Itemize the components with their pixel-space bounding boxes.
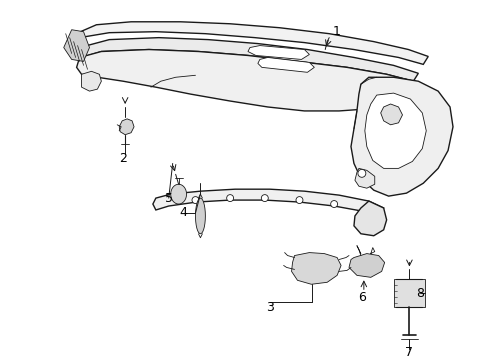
Polygon shape [195,198,205,234]
Circle shape [295,197,303,203]
Polygon shape [153,189,383,216]
Polygon shape [291,253,340,284]
Polygon shape [257,58,314,72]
Text: 4: 4 [179,206,187,220]
Text: 5: 5 [164,192,172,204]
Polygon shape [81,71,101,91]
Polygon shape [380,104,402,125]
Polygon shape [77,50,417,111]
Text: 8: 8 [415,287,424,300]
Polygon shape [354,168,374,188]
Circle shape [261,195,268,202]
Circle shape [226,195,233,202]
Text: 3: 3 [265,301,273,314]
Polygon shape [353,201,386,236]
Polygon shape [364,93,426,168]
Polygon shape [247,46,309,59]
Polygon shape [348,253,384,277]
Bar [393,279,425,307]
Polygon shape [63,30,89,62]
Polygon shape [119,119,134,135]
Circle shape [192,197,199,203]
Circle shape [330,201,337,207]
Polygon shape [350,77,452,196]
Polygon shape [80,38,417,81]
Polygon shape [74,22,427,64]
Circle shape [357,169,365,177]
Text: 7: 7 [405,346,412,359]
Polygon shape [170,184,186,204]
Text: 2: 2 [119,152,127,165]
Text: 1: 1 [331,25,339,38]
Text: 6: 6 [357,291,365,303]
